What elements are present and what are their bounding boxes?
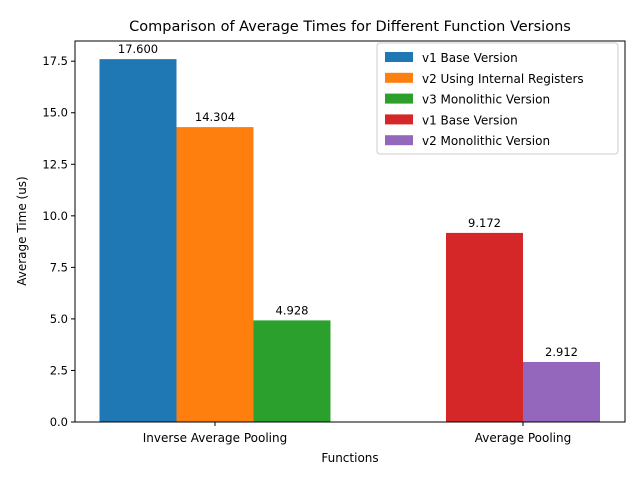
legend-swatch (385, 114, 413, 125)
y-tick-label: 12.5 (42, 157, 68, 171)
bar-value-label: 2.912 (545, 345, 578, 359)
plot-area (74, 40, 626, 423)
y-axis: 0.0 2.5 5.0 7.5 10.0 12.5 15.0 17.5 (42, 54, 75, 429)
bar-average-pooling-2 (523, 361, 600, 422)
legend-label: v1 Base Version (422, 113, 518, 127)
bar-labels-layer: 17.600 14.304 4.928 9.172 2.912 (118, 42, 578, 359)
y-tick-label: 15.0 (42, 106, 68, 120)
bar-value-label: 4.928 (276, 303, 309, 317)
bar-inverse-average-pooling-1 (99, 59, 177, 423)
x-tick-label: Inverse Average Pooling (143, 431, 288, 445)
legend-swatch (385, 135, 413, 146)
legend-label: v2 Monolithic Version (422, 134, 550, 148)
y-tick-label: 7.5 (50, 260, 68, 274)
bars-layer (99, 59, 600, 423)
y-tick-label: 0.0 (50, 415, 68, 429)
x-axis: Inverse Average Pooling Average Pooling (143, 422, 571, 445)
bar-inverse-average-pooling-3 (253, 320, 331, 422)
legend-box (376, 42, 619, 155)
bar-value-label: 14.304 (195, 110, 235, 124)
chart-title: Comparison of Average Times for Differen… (129, 19, 571, 35)
x-axis-label: Functions (321, 451, 378, 465)
legend-label: v3 Monolithic Version (422, 93, 550, 107)
legend: v1 Base Version v2 Using Internal Registe… (376, 42, 619, 155)
y-tick-label: 5.0 (50, 312, 68, 326)
x-tick-label: Average Pooling (475, 431, 571, 445)
bar-value-label: 17.600 (118, 42, 158, 56)
legend-swatch (385, 52, 413, 62)
bar-average-pooling-1 (446, 232, 523, 422)
y-tick-label: 2.5 (50, 363, 68, 377)
legend-swatch (385, 93, 413, 104)
legend-label: v2 Using Internal Registers (422, 72, 584, 86)
bar-inverse-average-pooling-2 (176, 127, 254, 423)
bar-value-label: 9.172 (468, 216, 501, 230)
y-axis-label: Average Time (us) (15, 176, 29, 286)
legend-label: v1 Base Version (422, 51, 518, 65)
legend-swatch (385, 72, 413, 83)
y-tick-label: 10.0 (42, 209, 68, 223)
y-tick-label: 17.5 (42, 54, 68, 68)
